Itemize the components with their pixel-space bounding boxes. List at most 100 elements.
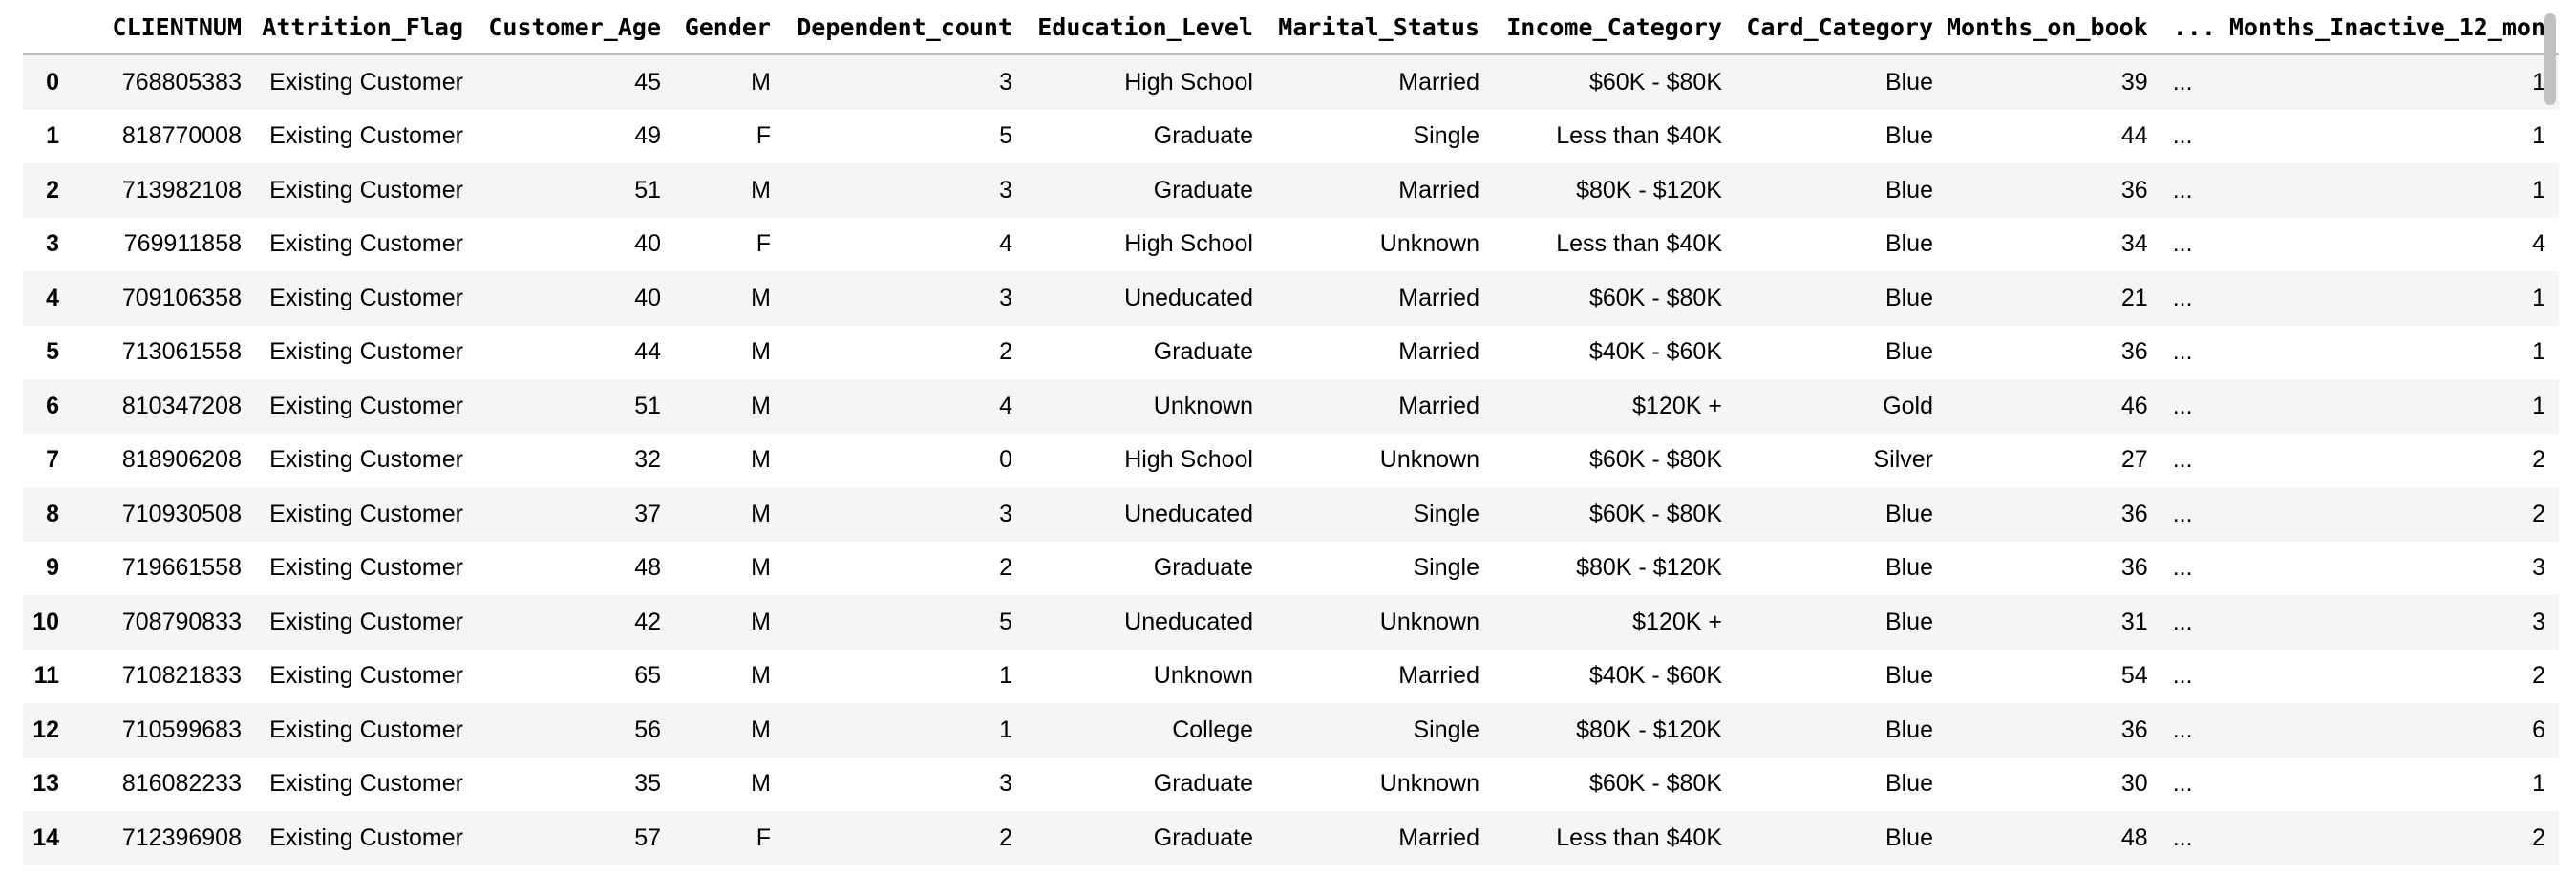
table-cell: 3 bbox=[2532, 608, 2546, 635]
column-header-ellipsis: ... bbox=[2161, 0, 2229, 55]
table-row: 11 710821833 Existing Customer 65 M 1 Unknown M… bbox=[23, 649, 2560, 703]
table-cell: 2 bbox=[999, 338, 1012, 366]
table-cell: 3 bbox=[999, 770, 1012, 798]
table-cell: 2 bbox=[2532, 662, 2546, 690]
table-header: CLIENTNUM Attrition_Flag Customer_Age Gende… bbox=[23, 0, 2560, 55]
table-row: 7 818906208 Existing Customer 32 M 0 High Scho… bbox=[23, 433, 2560, 487]
table-cell: 21 bbox=[2120, 284, 2148, 311]
column-header: Education_Level bbox=[1026, 0, 1267, 55]
table-cell: Less than $40K bbox=[1556, 122, 1722, 150]
table-cell: 769911858 bbox=[123, 230, 242, 258]
table-cell: 35 bbox=[634, 770, 661, 798]
table-cell: Gold bbox=[1883, 392, 1933, 419]
column-header: Attrition_Flag bbox=[255, 0, 477, 55]
table-cell: 719661558 bbox=[121, 554, 242, 582]
table-cell: Unknown bbox=[1379, 770, 1480, 798]
table-cell: M bbox=[751, 338, 771, 366]
table-cell: 1 bbox=[999, 716, 1012, 743]
table-cell: Uneducated bbox=[1124, 500, 1253, 527]
table-cell: Existing Customer bbox=[269, 446, 463, 474]
column-header: Dependent_count bbox=[784, 0, 1026, 55]
table-cell: M bbox=[751, 608, 771, 635]
table-cell: 40 bbox=[634, 230, 661, 258]
table-cell: $80K - $120K bbox=[1576, 554, 1722, 582]
table-cell: 1 bbox=[2532, 68, 2546, 96]
table-cell: 36 bbox=[2120, 500, 2148, 527]
horizontal-scrollbar-thumb[interactable] bbox=[2544, 13, 2556, 105]
table-cell: 0 bbox=[999, 446, 1012, 474]
table-cell: 57 bbox=[634, 823, 661, 851]
table-row: 0 768805383 Existing Customer 45 M 3 High Scho… bbox=[23, 54, 2560, 110]
table-cell: Existing Customer bbox=[269, 554, 463, 582]
table-cell: 1 bbox=[2532, 122, 2546, 150]
table-cell: Existing Customer bbox=[269, 608, 463, 635]
table-cell: Blue bbox=[1884, 823, 1933, 851]
table-cell: 3 bbox=[999, 284, 1012, 311]
table-cell: Existing Customer bbox=[269, 284, 463, 311]
table-cell: $80K - $120K bbox=[1576, 176, 1722, 203]
row-index: 7 bbox=[46, 446, 59, 474]
table-cell: Unknown bbox=[1153, 392, 1253, 419]
index-header bbox=[23, 0, 71, 55]
row-index: 1 bbox=[46, 122, 59, 150]
table-cell: Married bbox=[1398, 176, 1480, 203]
table-cell: Blue bbox=[1884, 284, 1933, 311]
table-cell: 39 bbox=[2120, 68, 2148, 96]
table-cell: F bbox=[756, 122, 771, 150]
table-cell: Graduate bbox=[1153, 176, 1253, 203]
column-header: Marital_Status bbox=[1267, 0, 1493, 55]
row-index: 13 bbox=[32, 770, 59, 798]
row-index: 8 bbox=[46, 500, 59, 527]
table-cell: Existing Customer bbox=[269, 230, 463, 258]
dataframe-table: CLIENTNUM Attrition_Flag Customer_Age Gende… bbox=[23, 0, 2560, 865]
table-cell: Existing Customer bbox=[269, 770, 463, 798]
ellipsis-cell: ... bbox=[2172, 770, 2193, 798]
table-cell: $80K - $120K bbox=[1576, 716, 1722, 743]
table-cell: M bbox=[751, 500, 771, 527]
table-cell: 713061558 bbox=[121, 338, 242, 366]
table-cell: 2 bbox=[2532, 446, 2546, 474]
ellipsis-cell: ... bbox=[2172, 338, 2193, 366]
ellipsis-cell: ... bbox=[2172, 122, 2193, 150]
table-cell: $40K - $60K bbox=[1589, 662, 1722, 690]
row-index: 14 bbox=[32, 823, 59, 851]
table-cell: 30 bbox=[2120, 770, 2148, 798]
table-cell: Married bbox=[1398, 284, 1480, 311]
table-cell: Unknown bbox=[1379, 608, 1480, 635]
table-row: 10 708790833 Existing Customer 42 M 5 Uneducat… bbox=[23, 595, 2560, 650]
table-row: 2 713982108 Existing Customer 51 M 3 Graduate M… bbox=[23, 163, 2560, 218]
table-cell: M bbox=[751, 392, 771, 419]
table-cell: Unknown bbox=[1379, 230, 1480, 258]
table-cell: 1 bbox=[2532, 770, 2546, 798]
table-cell: $60K - $80K bbox=[1589, 68, 1722, 96]
ellipsis-cell: ... bbox=[2172, 823, 2193, 851]
row-index: 9 bbox=[46, 554, 59, 582]
ellipsis-cell: ... bbox=[2172, 446, 2193, 474]
table-cell: 713982108 bbox=[121, 176, 242, 203]
table-cell: $60K - $80K bbox=[1589, 500, 1722, 527]
column-header: Gender bbox=[674, 0, 784, 55]
table-cell: 2 bbox=[2532, 823, 2546, 851]
table-cell: High School bbox=[1124, 68, 1253, 96]
table-cell: M bbox=[751, 770, 771, 798]
table-cell: Single bbox=[1413, 554, 1480, 582]
row-index: 10 bbox=[32, 608, 59, 635]
table-cell: 710821833 bbox=[121, 662, 242, 690]
table-cell: 1 bbox=[2532, 392, 2546, 419]
table-row: 5 713061558 Existing Customer 44 M 2 Graduate M… bbox=[23, 325, 2560, 379]
table-cell: 709106358 bbox=[121, 284, 242, 311]
ellipsis-cell: ... bbox=[2172, 554, 2193, 582]
table-cell: 2 bbox=[2532, 500, 2546, 527]
table-cell: 56 bbox=[634, 716, 661, 743]
table-cell: $60K - $80K bbox=[1589, 284, 1722, 311]
table-cell: 710599683 bbox=[121, 716, 242, 743]
row-index: 6 bbox=[46, 392, 59, 419]
table-cell: 51 bbox=[634, 176, 661, 203]
table-row: 12 710599683 Existing Customer 56 M 1 College S… bbox=[23, 703, 2560, 758]
table-cell: 36 bbox=[2120, 554, 2148, 582]
table-cell: Uneducated bbox=[1124, 608, 1253, 635]
table-cell: 4 bbox=[999, 230, 1012, 258]
table-cell: Blue bbox=[1884, 230, 1933, 258]
table-cell: Single bbox=[1413, 716, 1480, 743]
